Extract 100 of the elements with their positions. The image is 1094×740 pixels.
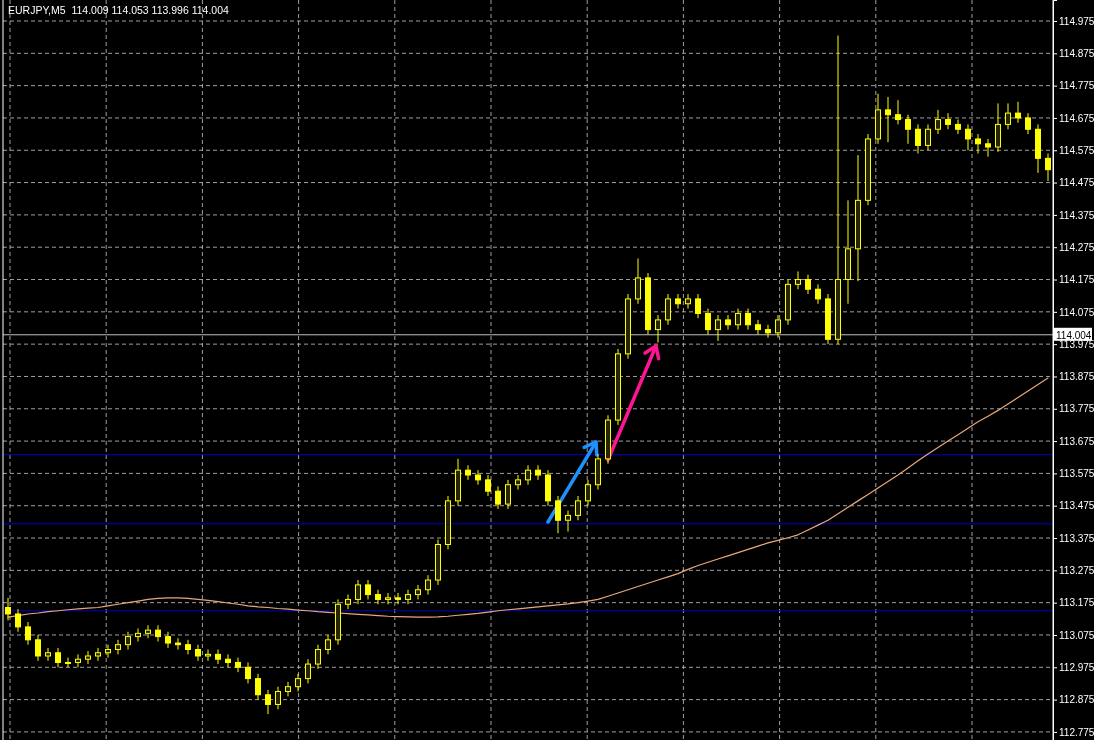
y-tick-label: 113.775 bbox=[1059, 403, 1094, 415]
candlestick bbox=[885, 96, 891, 143]
candlestick bbox=[585, 479, 591, 507]
y-tick-label: 112.775 bbox=[1059, 726, 1094, 738]
y-tick-label: 114.075 bbox=[1059, 306, 1094, 318]
candlestick bbox=[115, 639, 121, 655]
candlestick bbox=[375, 589, 381, 605]
candlestick bbox=[715, 314, 721, 342]
candlestick bbox=[265, 689, 271, 715]
candlestick bbox=[125, 631, 131, 651]
y-tick-label: 114.175 bbox=[1059, 274, 1094, 286]
candlestick bbox=[665, 293, 671, 326]
candlestick bbox=[405, 589, 411, 605]
candlestick bbox=[1015, 101, 1021, 124]
candlestick bbox=[195, 644, 201, 662]
candlestick bbox=[215, 649, 221, 665]
candlestick bbox=[75, 653, 81, 668]
y-tick-label: 113.075 bbox=[1059, 629, 1094, 641]
candlestick bbox=[65, 657, 71, 668]
y-tick-label: 113.175 bbox=[1059, 597, 1094, 609]
candlestick bbox=[285, 681, 291, 697]
candlestick bbox=[425, 574, 431, 596]
candlestick bbox=[935, 109, 941, 135]
candlestick bbox=[505, 479, 511, 510]
candlestick bbox=[685, 293, 691, 310]
y-tick-label: 113.275 bbox=[1059, 565, 1094, 577]
candlestick bbox=[655, 314, 661, 344]
candlestick bbox=[105, 644, 111, 659]
candlestick bbox=[1045, 152, 1051, 182]
chart-title: EURJPY,M5 114.009 114.053 113.996 114.004 bbox=[8, 4, 230, 16]
candlestick bbox=[385, 592, 391, 605]
y-tick-label: 112.875 bbox=[1059, 694, 1094, 706]
candlestick bbox=[995, 102, 1001, 153]
y-tick-label: 113.675 bbox=[1059, 435, 1094, 447]
candlestick bbox=[465, 464, 471, 481]
candlestick bbox=[635, 258, 641, 305]
candlestick bbox=[345, 594, 351, 610]
candlestick bbox=[925, 123, 931, 151]
y-tick-label: 112.975 bbox=[1059, 661, 1094, 673]
candlestick bbox=[315, 644, 321, 670]
y-tick-label: 114.575 bbox=[1059, 144, 1094, 156]
candlestick bbox=[555, 495, 561, 534]
candlestick bbox=[5, 597, 11, 621]
candlestick bbox=[575, 495, 581, 521]
ref-line-label: 114.004 bbox=[1056, 329, 1092, 341]
candlestick bbox=[1005, 102, 1011, 130]
candlestick bbox=[905, 114, 911, 145]
candlestick bbox=[295, 673, 301, 693]
candlestick bbox=[475, 469, 481, 486]
candlestick bbox=[365, 579, 371, 600]
candlestick bbox=[225, 653, 231, 668]
candlestick bbox=[175, 637, 181, 651]
candlestick bbox=[945, 112, 951, 130]
y-tick-label: 113.875 bbox=[1059, 371, 1094, 383]
y-tick-label: 113.575 bbox=[1059, 468, 1094, 480]
candlestick bbox=[305, 658, 311, 684]
y-tick-label: 114.275 bbox=[1059, 241, 1094, 253]
y-tick-label: 114.375 bbox=[1059, 209, 1094, 221]
candlestick bbox=[565, 510, 571, 533]
candlestick bbox=[975, 133, 981, 154]
candlestick bbox=[395, 592, 401, 605]
y-tick-label: 114.875 bbox=[1059, 48, 1094, 60]
candlestick bbox=[805, 274, 811, 295]
y-tick-label: 114.475 bbox=[1059, 177, 1094, 189]
candlestick bbox=[515, 474, 521, 491]
candlestick bbox=[985, 138, 991, 158]
y-tick-label: 113.975 bbox=[1059, 338, 1094, 350]
candlestick bbox=[525, 464, 531, 486]
y-tick-label: 113.375 bbox=[1059, 532, 1094, 544]
candlestick bbox=[15, 608, 21, 633]
candlestick bbox=[255, 673, 261, 701]
candlestick bbox=[675, 293, 681, 310]
candlestick bbox=[485, 474, 491, 497]
candlestick bbox=[205, 649, 211, 662]
candlestick bbox=[775, 314, 781, 339]
candlestick bbox=[795, 270, 801, 290]
y-tick-label: 113.475 bbox=[1059, 500, 1094, 512]
candlestick bbox=[495, 485, 501, 510]
candlestick bbox=[965, 123, 971, 151]
y-tick-label: 114.975 bbox=[1059, 15, 1094, 27]
candlestick bbox=[415, 584, 421, 600]
candlestick bbox=[895, 99, 901, 125]
candlestick bbox=[705, 308, 711, 335]
candlestick bbox=[45, 647, 51, 662]
candlestick bbox=[145, 624, 151, 639]
candlestick bbox=[85, 650, 91, 665]
candlestick bbox=[535, 464, 541, 481]
candlestick bbox=[1025, 112, 1031, 135]
candlestick bbox=[915, 123, 921, 154]
candlestick bbox=[155, 624, 161, 642]
candlestick bbox=[745, 308, 751, 331]
candlestick bbox=[355, 579, 361, 605]
y-tick-label: 114.675 bbox=[1059, 112, 1094, 124]
candlestick bbox=[325, 634, 331, 655]
candlestick bbox=[955, 119, 961, 135]
candlestick bbox=[235, 657, 241, 673]
candlestick bbox=[735, 308, 741, 331]
candlestick bbox=[725, 314, 731, 331]
candlestick bbox=[275, 686, 281, 710]
y-tick-label: 114.775 bbox=[1059, 80, 1094, 92]
